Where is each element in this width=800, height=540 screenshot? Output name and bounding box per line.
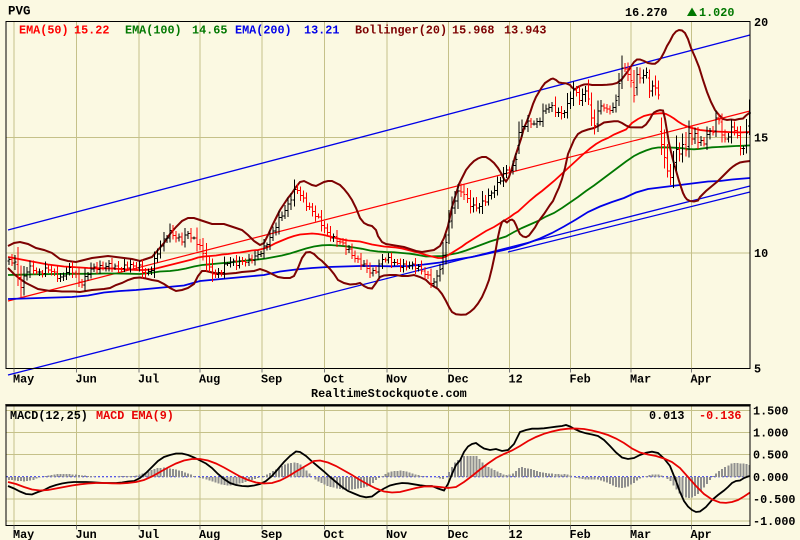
- svg-text:16.270: 16.270: [625, 6, 667, 20]
- svg-text:1.000: 1.000: [753, 427, 788, 441]
- svg-text:0.000: 0.000: [753, 471, 788, 485]
- svg-text:-0.500: -0.500: [753, 493, 795, 507]
- svg-text:Feb: Feb: [570, 373, 591, 387]
- svg-text:Dec: Dec: [448, 528, 469, 540]
- svg-text:Aug: Aug: [199, 528, 220, 540]
- svg-text:5: 5: [754, 363, 761, 377]
- svg-text:-0.136: -0.136: [699, 409, 741, 423]
- svg-text:1.020: 1.020: [699, 6, 734, 20]
- svg-text:Feb: Feb: [570, 528, 591, 540]
- svg-text:Apr: Apr: [691, 528, 712, 540]
- svg-text:Oct: Oct: [324, 528, 345, 540]
- svg-text:Jul: Jul: [138, 373, 159, 387]
- svg-text:Jun: Jun: [76, 528, 97, 540]
- svg-text:May: May: [13, 528, 34, 540]
- svg-text:-1.000: -1.000: [753, 515, 795, 529]
- svg-text:EMA(50): EMA(50): [19, 24, 69, 38]
- svg-text:13.21: 13.21: [304, 24, 339, 38]
- svg-text:RealtimeStockquote.com: RealtimeStockquote.com: [311, 387, 467, 401]
- svg-text:14.65: 14.65: [192, 24, 227, 38]
- svg-text:Mar: Mar: [630, 373, 651, 387]
- svg-text:Nov: Nov: [386, 528, 407, 540]
- svg-text:Oct: Oct: [324, 373, 345, 387]
- svg-text:0.013: 0.013: [649, 409, 684, 423]
- svg-text:Aug: Aug: [199, 373, 220, 387]
- svg-text:15: 15: [754, 132, 768, 146]
- svg-text:12: 12: [509, 373, 523, 387]
- svg-text:Jun: Jun: [76, 373, 97, 387]
- svg-text:20: 20: [754, 16, 768, 30]
- svg-text:1.500: 1.500: [753, 405, 788, 419]
- svg-text:MACD EMA(9): MACD EMA(9): [96, 409, 174, 423]
- svg-text:MACD(12,25): MACD(12,25): [10, 409, 88, 423]
- svg-text:10: 10: [754, 247, 768, 261]
- svg-text:Dec: Dec: [448, 373, 469, 387]
- svg-text:EMA(100): EMA(100): [125, 24, 182, 38]
- svg-text:Sep: Sep: [261, 373, 282, 387]
- svg-text:15.22: 15.22: [74, 24, 109, 38]
- svg-text:12: 12: [509, 528, 523, 540]
- svg-text:13.943: 13.943: [504, 24, 546, 38]
- svg-text:May: May: [13, 373, 34, 387]
- svg-text:15.968: 15.968: [452, 24, 494, 38]
- svg-text:PVG: PVG: [8, 5, 31, 19]
- svg-text:Bollinger(20): Bollinger(20): [355, 24, 447, 38]
- svg-text:Nov: Nov: [386, 373, 407, 387]
- svg-text:Apr: Apr: [691, 373, 712, 387]
- svg-text:0.500: 0.500: [753, 449, 788, 463]
- svg-text:EMA(200): EMA(200): [235, 24, 292, 38]
- svg-text:Sep: Sep: [261, 528, 282, 540]
- svg-text:Mar: Mar: [630, 528, 651, 540]
- svg-text:Jul: Jul: [138, 528, 159, 540]
